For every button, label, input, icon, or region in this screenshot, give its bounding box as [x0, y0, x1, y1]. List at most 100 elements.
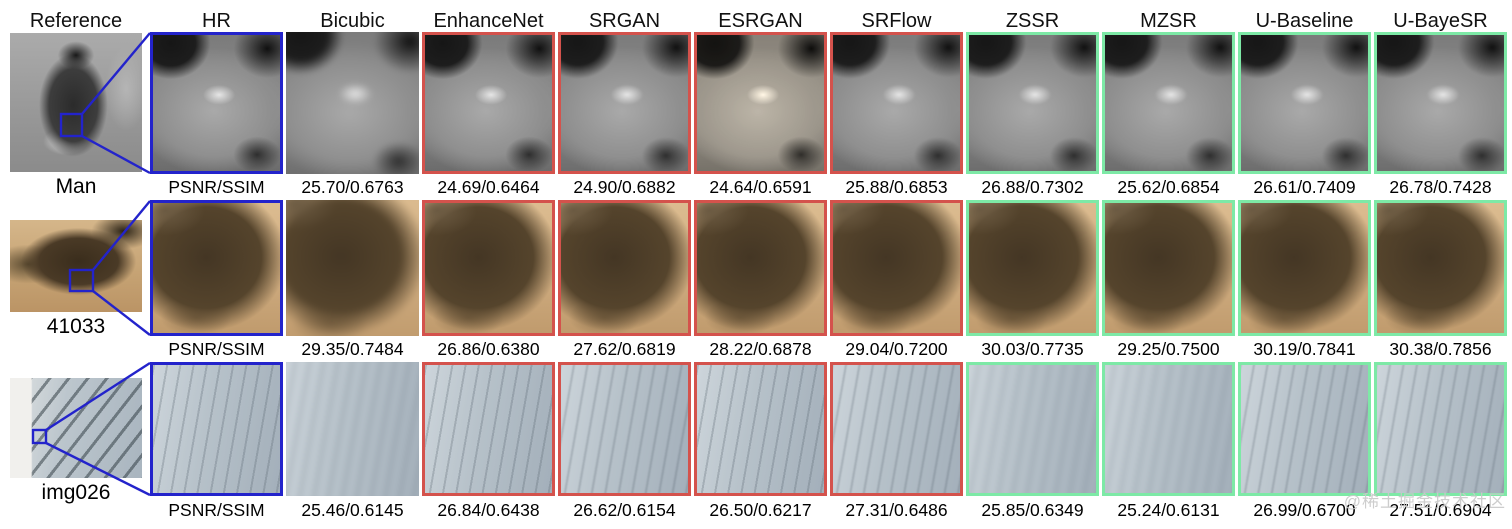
tile-hr — [150, 32, 283, 174]
psnr-ssim-value: 26.88/0.7302 — [981, 176, 1084, 197]
bicubic-crop-image — [286, 200, 419, 336]
metric-header: PSNR/SSIM — [168, 500, 265, 520]
tile-zssr — [966, 200, 1099, 336]
psnr-ssim-value: 26.99/0.6700 — [1253, 500, 1356, 520]
tile-srgan — [558, 200, 691, 336]
psnr-ssim-value: 26.62/0.6154 — [573, 500, 676, 520]
tile-srflow — [830, 32, 963, 174]
u-baseline-crop-image — [1241, 35, 1368, 171]
srflow-crop-image — [833, 203, 960, 333]
esrgan-crop-image — [697, 35, 824, 171]
esrgan-crop-image — [697, 203, 824, 333]
mzsr-crop-image — [1105, 35, 1232, 171]
hr-crop-image — [153, 35, 280, 171]
column-header-srflow: SRFlow — [861, 10, 932, 32]
srgan-crop-image — [561, 365, 688, 493]
tile-mzsr — [1102, 362, 1235, 496]
column-header-esrgan: ESRGAN — [718, 10, 803, 32]
tile-u-bayesr — [1374, 32, 1507, 174]
column-header-srgan: SRGAN — [588, 10, 661, 32]
psnr-ssim-value: 25.24/0.6131 — [1117, 500, 1220, 520]
reference-cell-man: Man — [5, 32, 147, 200]
reference-image-man — [10, 33, 142, 172]
tile-bicubic — [286, 32, 419, 174]
column-header-enhancenet: EnhanceNet — [433, 10, 544, 32]
psnr-ssim-value: 25.62/0.6854 — [1117, 176, 1220, 197]
reference-cell-41033: 41033 — [5, 200, 147, 362]
psnr-ssim-value: 24.90/0.6882 — [573, 176, 676, 197]
psnr-ssim-value: 25.46/0.6145 — [301, 500, 404, 520]
tile-hr — [150, 200, 283, 336]
srflow-crop-image — [833, 365, 960, 493]
u-bayesr-crop-image — [1377, 365, 1504, 493]
mzsr-crop-image — [1105, 203, 1232, 333]
metric-header: PSNR/SSIM — [168, 338, 265, 359]
tile-srflow — [830, 362, 963, 496]
psnr-ssim-value: 30.38/0.7856 — [1389, 338, 1492, 359]
bicubic-crop-image — [286, 32, 419, 174]
reference-image-41033 — [10, 220, 142, 312]
psnr-ssim-value: 25.85/0.6349 — [981, 500, 1084, 520]
tile-u-bayesr — [1374, 362, 1507, 496]
tile-srflow — [830, 200, 963, 336]
psnr-ssim-value: 30.03/0.7735 — [981, 338, 1084, 359]
tile-mzsr — [1102, 200, 1235, 336]
tile-u-baseline — [1238, 32, 1371, 174]
psnr-ssim-value: 25.88/0.6853 — [845, 176, 948, 197]
tile-bicubic — [286, 362, 419, 496]
column-header-reference: Reference — [29, 10, 123, 32]
tile-srgan — [558, 362, 691, 496]
zssr-crop-image — [969, 365, 1096, 493]
reference-label: Man — [55, 175, 97, 198]
psnr-ssim-value: 28.22/0.6878 — [709, 338, 812, 359]
reference-cell-img026: img026 — [5, 362, 147, 525]
psnr-ssim-value: 24.69/0.6464 — [437, 176, 540, 197]
u-baseline-crop-image — [1241, 203, 1368, 333]
u-bayesr-crop-image — [1377, 203, 1504, 333]
srflow-crop-image — [833, 35, 960, 171]
figure-row-41033: 41033 PSNR/SSIM 29.35/0.7484 26.86/0.638… — [0, 200, 1512, 362]
enhancenet-crop-image — [425, 35, 552, 171]
column-header-hr: HR — [202, 10, 231, 32]
srgan-crop-image — [561, 203, 688, 333]
bicubic-crop-image — [286, 362, 419, 496]
tile-mzsr — [1102, 32, 1235, 174]
tile-esrgan — [694, 362, 827, 496]
enhancenet-crop-image — [425, 203, 552, 333]
tile-enhancenet — [422, 362, 555, 496]
tile-esrgan — [694, 200, 827, 336]
psnr-ssim-value: 25.70/0.6763 — [301, 176, 404, 197]
figure-row-img026: img026 PSNR/SSIM 25.46/0.6145 26.84/0.64… — [0, 361, 1512, 525]
tile-enhancenet — [422, 200, 555, 336]
tile-zssr — [966, 362, 1099, 496]
u-baseline-crop-image — [1241, 365, 1368, 493]
column-header-zssr: ZSSR — [1005, 10, 1060, 32]
zssr-crop-image — [969, 35, 1096, 171]
figure-row-man: Man PSNR/SSIM 25.70/0.6763 24.69/0.6464 … — [0, 32, 1512, 200]
enhancenet-crop-image — [425, 365, 552, 493]
psnr-ssim-value: 29.25/0.7500 — [1117, 338, 1220, 359]
hr-crop-image — [153, 203, 280, 333]
column-header-bicubic: Bicubic — [320, 10, 385, 32]
reference-image-img026 — [10, 378, 142, 478]
tile-u-baseline — [1238, 200, 1371, 336]
column-header-u-baseline: U-Baseline — [1255, 10, 1354, 32]
column-header-row: Reference HR Bicubic EnhanceNet SRGAN ES… — [0, 0, 1512, 32]
tile-u-bayesr — [1374, 200, 1507, 336]
u-bayesr-crop-image — [1377, 35, 1504, 171]
tile-zssr — [966, 32, 1099, 174]
reference-label: img026 — [41, 481, 111, 504]
zssr-crop-image — [969, 203, 1096, 333]
tile-bicubic — [286, 200, 419, 336]
esrgan-crop-image — [697, 365, 824, 493]
psnr-ssim-value: 29.04/0.7200 — [845, 338, 948, 359]
psnr-ssim-value: 26.78/0.7428 — [1389, 176, 1492, 197]
psnr-ssim-value: 26.84/0.6438 — [437, 500, 540, 520]
psnr-ssim-value: 30.19/0.7841 — [1253, 338, 1356, 359]
psnr-ssim-value: 27.62/0.6819 — [573, 338, 676, 359]
psnr-ssim-value: 26.61/0.7409 — [1253, 176, 1356, 197]
srgan-crop-image — [561, 35, 688, 171]
psnr-ssim-value: 26.50/0.6217 — [709, 500, 812, 520]
mzsr-crop-image — [1105, 365, 1232, 493]
